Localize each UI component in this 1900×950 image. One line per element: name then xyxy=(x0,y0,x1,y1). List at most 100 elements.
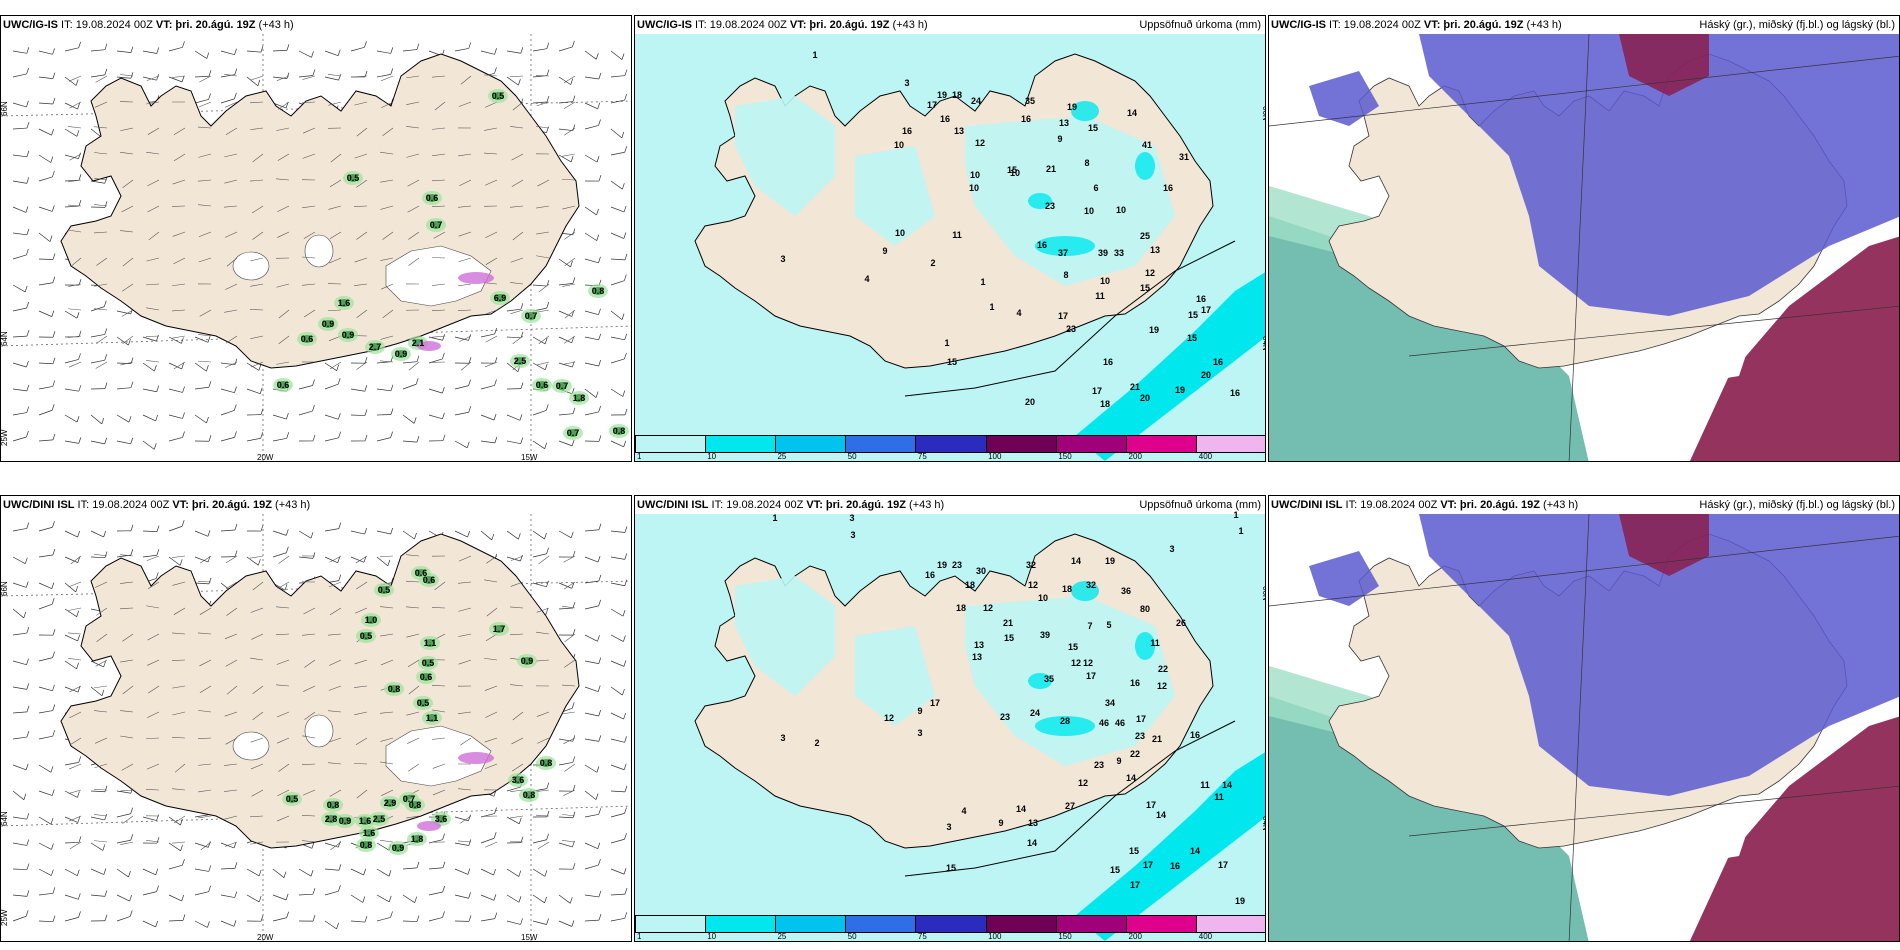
wind-barb xyxy=(155,868,159,875)
wind-barb xyxy=(142,816,157,821)
wind-barb xyxy=(610,738,625,743)
wind-barb xyxy=(207,841,211,848)
wind-barb xyxy=(272,894,287,901)
wind-barb xyxy=(116,790,131,794)
wind-barb xyxy=(38,409,53,416)
wind-barb xyxy=(250,283,264,287)
wind-barb xyxy=(536,361,550,366)
wind-barb xyxy=(51,404,55,411)
wind-barb xyxy=(272,917,287,922)
wind-barb xyxy=(468,892,471,899)
wind-barb xyxy=(506,894,520,903)
legend-tick: 100 xyxy=(988,452,1002,461)
wind-barb xyxy=(250,607,264,613)
wind-barb xyxy=(12,894,27,897)
wind-barb xyxy=(520,382,524,389)
wind-barb xyxy=(302,205,316,209)
wind-barb xyxy=(324,414,339,420)
wind-barb xyxy=(38,282,53,286)
wind-barb xyxy=(562,605,576,609)
wind-barb xyxy=(563,555,576,563)
precip-value: 12 xyxy=(1028,580,1038,590)
wind-barb xyxy=(145,789,160,791)
wind-barb xyxy=(584,842,598,850)
wind-barb xyxy=(76,610,80,617)
wind-barb xyxy=(272,414,287,420)
wind-barb xyxy=(64,608,77,618)
wind-barb xyxy=(278,101,290,110)
precip-value: 21 xyxy=(1152,734,1162,744)
wind-barb xyxy=(26,705,30,712)
iceland-outline xyxy=(60,533,580,849)
precip-core xyxy=(568,429,578,437)
wind-barb xyxy=(172,841,186,844)
precip-cell xyxy=(1071,101,1099,121)
wind-barb xyxy=(458,153,472,157)
wind-barb xyxy=(328,309,342,312)
wind-barb xyxy=(120,230,134,233)
wind-barb xyxy=(328,205,342,210)
wind-barb xyxy=(546,782,550,789)
wind-barb xyxy=(408,685,420,695)
wind-barb xyxy=(26,177,30,184)
wind-barb xyxy=(147,659,160,666)
precip-patch xyxy=(735,96,835,216)
wind-barb xyxy=(250,657,264,661)
wind-barb xyxy=(52,887,56,894)
precip-value: 37 xyxy=(1058,248,1068,258)
precip-value: 14 xyxy=(1190,846,1200,856)
wind-barb xyxy=(122,335,134,345)
wind-barb xyxy=(623,274,627,281)
wind-barb xyxy=(459,179,472,187)
mid-cloud-area xyxy=(1689,236,1899,461)
precip-value: 1 xyxy=(980,277,985,287)
precip-value: 20 xyxy=(1140,393,1150,403)
wind-barb xyxy=(146,763,160,770)
wind-barb xyxy=(224,205,238,208)
wind-barb xyxy=(64,205,79,208)
wind-barb xyxy=(458,711,472,714)
wind-barb xyxy=(51,205,55,212)
wind-barb xyxy=(122,257,134,267)
precip-value: 6.9 xyxy=(494,293,507,303)
wind-barb xyxy=(121,205,134,213)
wind-barb xyxy=(623,763,627,770)
wind-barb xyxy=(146,737,160,739)
wind-barb xyxy=(68,657,82,661)
wind-barb xyxy=(546,918,549,925)
high-cloud-area xyxy=(1419,514,1899,796)
wind-barb xyxy=(406,711,420,716)
wind-barb xyxy=(338,841,341,848)
wind-barb xyxy=(486,607,498,617)
wind-barb xyxy=(52,276,56,283)
precip-value: 16 xyxy=(1130,678,1140,688)
wind-barb xyxy=(520,918,523,925)
wind-barb xyxy=(94,840,108,843)
wind-barb xyxy=(510,633,524,636)
wind-barb xyxy=(90,816,105,821)
legend-swatch xyxy=(635,915,706,933)
wind-barb xyxy=(234,891,238,898)
wind-barb xyxy=(610,50,623,60)
wind-barb xyxy=(96,607,108,616)
wind-barb xyxy=(572,124,576,131)
wind-barb xyxy=(272,437,287,442)
precip-value: 46 xyxy=(1115,718,1125,728)
precip-cell xyxy=(1035,236,1095,256)
precip-core xyxy=(427,194,437,202)
wind-barb xyxy=(413,417,417,424)
precip-value: 18 xyxy=(1062,584,1072,594)
wind-barb xyxy=(225,101,238,108)
precip-cell xyxy=(1135,632,1155,660)
wind-barb xyxy=(564,335,576,344)
wind-barb xyxy=(26,730,30,738)
wind-barb xyxy=(38,362,53,365)
wind-barb xyxy=(356,789,368,799)
wind-barb xyxy=(75,585,79,593)
wind-barb xyxy=(68,179,82,183)
precip-core xyxy=(370,343,380,351)
wind-barb xyxy=(52,433,56,440)
wind-barb xyxy=(250,257,264,262)
wind-barb xyxy=(563,581,576,590)
map-canvas: 0.50.50.60.71.60.90.90.62.7 2.10.96.90.70… xyxy=(1,34,631,461)
